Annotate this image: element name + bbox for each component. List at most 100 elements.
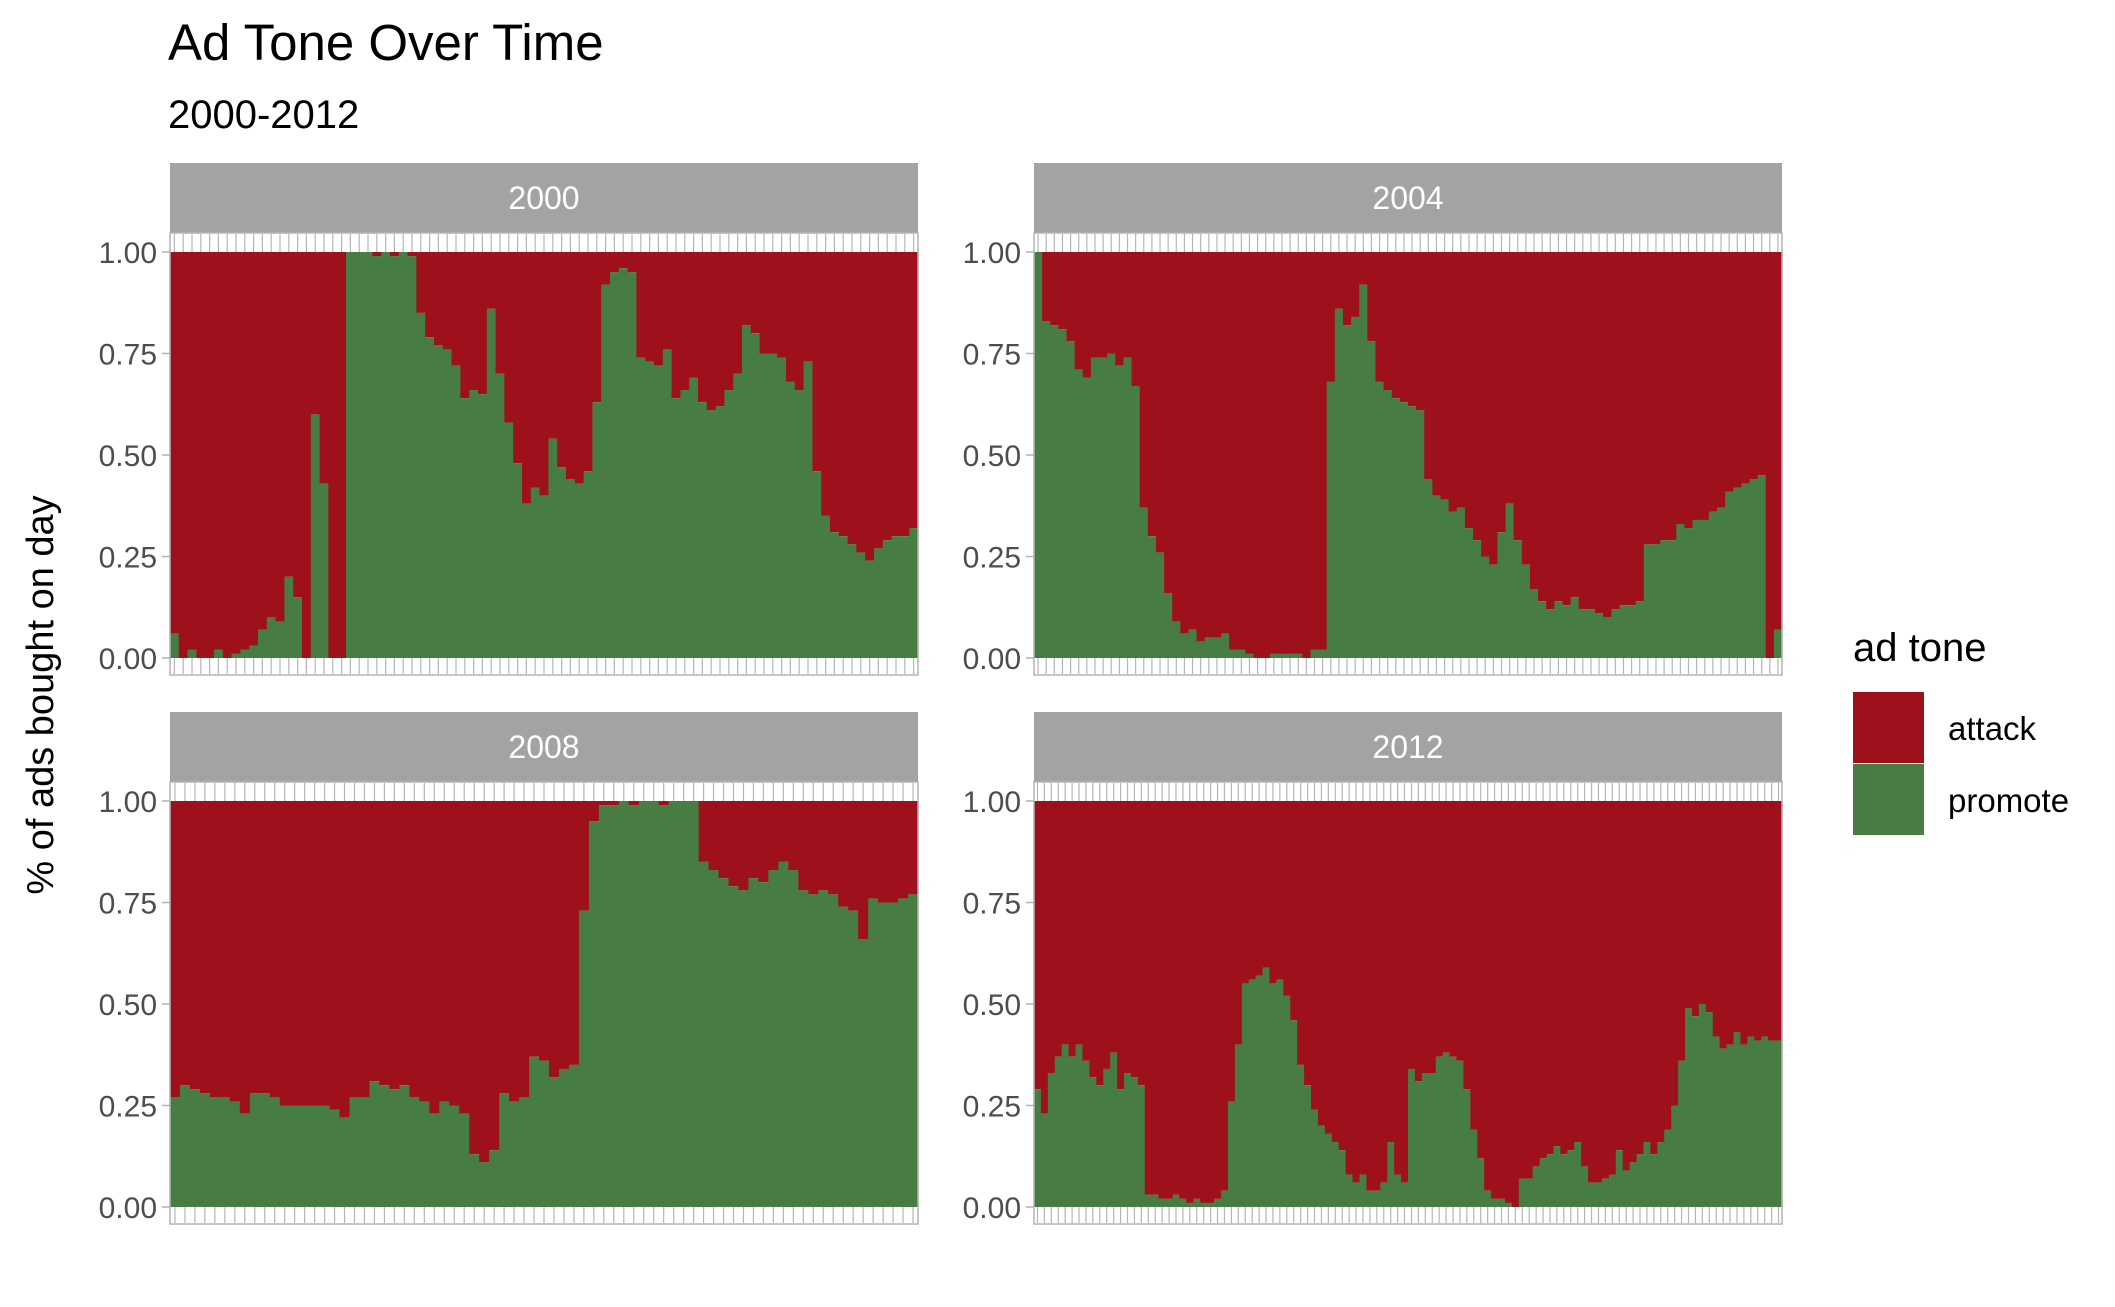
bar-attack — [838, 252, 849, 537]
bar-attack — [1775, 801, 1783, 1041]
bar-promote — [742, 325, 752, 658]
bar-promote — [1635, 601, 1645, 658]
bar-attack — [1074, 252, 1084, 370]
bar-attack — [566, 252, 576, 480]
bar-attack — [1304, 801, 1312, 1086]
panel-border — [1033, 232, 1783, 676]
bar-attack — [1172, 252, 1181, 622]
y-tick-label: 0.50 — [963, 989, 1021, 1022]
bar-attack — [618, 252, 629, 269]
bar-attack — [302, 252, 312, 658]
bar-attack — [1253, 252, 1263, 658]
bar-attack — [1525, 801, 1534, 1179]
bar-attack — [1664, 801, 1672, 1130]
bar-promote — [1601, 1178, 1610, 1207]
bar-promote — [1277, 653, 1287, 658]
bar-attack — [868, 801, 879, 899]
bar-attack — [908, 801, 919, 895]
bar-attack — [1676, 252, 1686, 525]
bar-attack — [1144, 801, 1153, 1195]
bar-attack — [1615, 801, 1624, 1151]
bar-promote — [1740, 1044, 1748, 1207]
bar-attack — [1139, 252, 1149, 508]
bar-attack — [539, 801, 550, 1061]
bar-attack — [1302, 252, 1312, 658]
bar-promote — [299, 1105, 311, 1207]
bar-attack — [1497, 252, 1507, 533]
bar-attack — [1137, 801, 1146, 1086]
bar-attack — [1193, 801, 1201, 1199]
bar-attack — [818, 801, 829, 891]
bar-promote — [1676, 524, 1686, 658]
bar-attack — [1359, 801, 1368, 1175]
bar-attack — [349, 801, 361, 1098]
bar-attack — [1435, 801, 1444, 1057]
bar-attack — [1359, 252, 1368, 285]
bar-promote — [1611, 609, 1620, 658]
bar-attack — [1586, 252, 1596, 610]
bar-promote — [1188, 629, 1198, 658]
bar-attack — [284, 252, 294, 577]
bar-attack — [1567, 801, 1575, 1151]
bar-promote — [1608, 1174, 1617, 1207]
bar-promote — [199, 1093, 211, 1207]
bar-attack — [768, 801, 779, 871]
bar-attack — [1747, 801, 1755, 1037]
facet-panel-2000: 2000 0.00 0.25 0.50 0.75 1.00 — [99, 163, 919, 676]
bar-attack — [1765, 252, 1775, 658]
bar-attack — [1464, 252, 1474, 529]
bar-attack — [513, 252, 523, 464]
bar-promote — [1421, 1073, 1430, 1207]
bar-attack — [1066, 252, 1076, 342]
bar-promote — [1668, 540, 1677, 658]
bar-attack — [1068, 801, 1077, 1057]
bar-promote — [1207, 1202, 1215, 1207]
bar-promote — [808, 894, 819, 1207]
legend: ad tone attack promote — [1853, 626, 2069, 835]
bar-promote — [1050, 325, 1059, 658]
bar-attack — [1442, 801, 1451, 1053]
bar-attack — [489, 801, 500, 1151]
bar-promote — [269, 1097, 281, 1207]
y-tick-label: 0.25 — [99, 1091, 157, 1124]
bar-attack — [451, 252, 461, 366]
bar-attack — [1491, 801, 1499, 1199]
bar-promote — [239, 1113, 251, 1207]
bar-promote — [592, 402, 602, 658]
bar-attack — [1186, 801, 1194, 1203]
bar-promote — [407, 256, 417, 658]
bar-promote — [1394, 1174, 1402, 1207]
bar-attack — [1716, 252, 1726, 508]
bar-attack — [636, 252, 646, 358]
bar-promote — [1489, 564, 1499, 658]
bar-promote — [1245, 653, 1255, 658]
bar-attack — [1180, 252, 1190, 634]
bar-promote — [578, 910, 590, 1207]
y-axis: 0.00 0.25 0.50 0.75 1.00 — [99, 786, 170, 1225]
bar-promote — [1269, 983, 1278, 1207]
bar-attack — [1562, 252, 1572, 606]
y-tick-label: 1.00 — [963, 237, 1021, 270]
facet-panel-2004: 2004 0.00 0.25 0.50 0.75 1.00 — [963, 163, 1783, 676]
bar-promote — [478, 394, 488, 658]
facet-strip — [170, 163, 918, 233]
bar-attack — [828, 801, 839, 895]
y-tick-label: 0.25 — [963, 1091, 1021, 1124]
bar-promote — [908, 894, 919, 1207]
bar-attack — [1117, 801, 1125, 1090]
bar-attack — [205, 252, 215, 658]
bar-promote — [1324, 1133, 1333, 1207]
bar-promote — [715, 406, 725, 658]
bar-attack — [504, 252, 514, 423]
bar-attack — [1416, 252, 1425, 411]
bar-attack — [1513, 252, 1523, 541]
bar-attack — [798, 801, 809, 891]
bar-attack — [1061, 801, 1070, 1045]
bar-attack — [1428, 801, 1437, 1074]
bar-promote — [451, 365, 461, 658]
bar-attack — [1179, 801, 1187, 1199]
bar-attack — [425, 252, 435, 338]
y-tick-label: 0.00 — [963, 1192, 1021, 1225]
y-axis: 0.00 0.25 0.50 0.75 1.00 — [99, 237, 170, 676]
bar-attack — [708, 801, 720, 871]
